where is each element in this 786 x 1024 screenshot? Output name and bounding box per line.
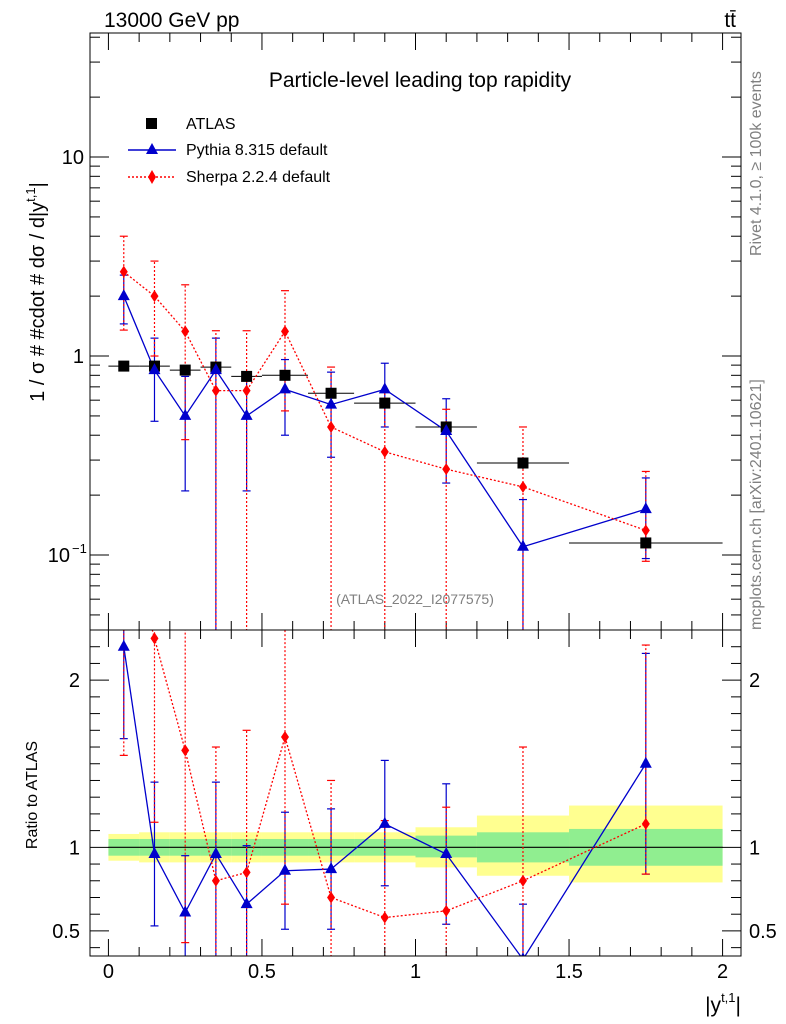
pythia-ratio-point [520, 952, 525, 956]
atlas-point [118, 360, 130, 372]
rivet-version-text: Rivet 4.1.0, ≥ 100k events [748, 71, 765, 256]
pythia-point [516, 539, 529, 551]
pythia-ratio-point [325, 862, 338, 874]
y-label-superscript: t,1 [23, 187, 38, 201]
main-series-layer [108, 235, 723, 630]
analysis-watermark: (ATLAS_2022_I2077575) [336, 591, 494, 607]
y-tick-label-ratio: 0.5 [52, 921, 80, 943]
ratio-plot-panel: 0.5 0.5 1 1 2 2 0 0.5 1 1.5 2 Ratio to ATLAS [24, 515, 777, 983]
x-tick-label: 0 [103, 961, 114, 983]
sherpa-point [327, 420, 336, 433]
sherpa-ratio-point [518, 874, 527, 887]
sherpa-ratio-point [380, 911, 389, 924]
y-tick-label-main: 1 [73, 346, 84, 368]
ratio-plot-frame [89, 629, 742, 957]
y-tick-label-ratio-right: 2 [749, 670, 760, 692]
pythia-point [179, 408, 192, 420]
pythia-point [325, 397, 338, 409]
legend: ATLAS Pythia 8.315 default Sherpa 2.2.4 … [128, 116, 331, 186]
y-tick-label-exponent: −1 [72, 541, 87, 556]
sherpa-point [119, 265, 128, 278]
x-tick-label: 1 [410, 961, 421, 983]
sherpa-ratio-point [242, 866, 251, 879]
process-label: tt̄ [724, 9, 736, 32]
atlas-point [241, 370, 253, 382]
sherpa-ratio-point [150, 632, 159, 645]
sherpa-ratio-point [120, 515, 128, 527]
sherpa-ratio-point [641, 817, 650, 830]
atlas-point [179, 364, 191, 376]
energy-label: 13000 GeV pp [104, 9, 239, 32]
x-label-superscript: t,1 [721, 990, 735, 1005]
x-tick-label: 1.5 [555, 961, 583, 983]
main-plot-title: Particle-level leading top rapidity [269, 69, 572, 92]
sherpa-ratio-point [327, 891, 336, 904]
pythia-point [278, 382, 291, 394]
pythia-ratio-point [117, 639, 130, 651]
sherpa-point [641, 524, 650, 537]
y-label-bar: | [27, 182, 49, 187]
pythia-ratio-point [148, 847, 161, 859]
sherpa-ratio-point [211, 874, 220, 887]
atlas-point [640, 537, 652, 549]
pythia-point [378, 382, 391, 394]
legend-atlas-marker [146, 118, 157, 129]
sherpa-point [242, 384, 251, 397]
x-tick-label: 0.5 [248, 961, 276, 983]
ratio-y-axis-label: Ratio to ATLAS [24, 741, 41, 849]
sherpa-point [518, 480, 527, 493]
y-tick-label-ratio: 2 [69, 670, 80, 692]
x-label-bar: | [736, 994, 741, 1017]
main-y-axis-label: 1 / σ # #cdot # dσ / d|yt,1| [23, 182, 49, 402]
atlas-point [379, 397, 391, 409]
sherpa-point [442, 463, 451, 476]
pythia-ratio-point [378, 816, 391, 828]
ratio-axes: 0.5 0.5 1 1 2 2 0 0.5 1 1.5 2 [52, 630, 777, 983]
atlas-point [517, 457, 529, 469]
sherpa-ratio-line [151, 630, 647, 919]
legend-atlas-label: ATLAS [186, 116, 236, 133]
legend-sherpa-label: Sherpa 2.2.4 default [186, 169, 331, 186]
y-tick-label-ratio: 1 [69, 837, 80, 859]
y-tick-label-main: 10 [62, 147, 84, 169]
y-label-main: 1 / σ # #cdot # dσ / d|y [27, 202, 49, 402]
sherpa-point [280, 325, 289, 338]
pythia-point [240, 408, 253, 420]
sherpa-point [181, 325, 190, 338]
x-axis-label: |yt,1| [705, 990, 741, 1017]
pythia-ratio-point [639, 756, 652, 768]
pythia-ratio-point [209, 847, 222, 859]
main-plot-panel: Particle-level leading top rapidity (ATL… [23, 33, 741, 630]
legend-pythia-label: Pythia 8.315 default [186, 142, 328, 159]
sherpa-ratio-point [280, 730, 289, 743]
x-tick-label: 2 [717, 961, 728, 983]
legend-pythia-marker [146, 143, 158, 154]
pythia-ratio-point [440, 847, 453, 859]
x-label-main: |y [705, 994, 721, 1017]
pythia-point [117, 289, 130, 301]
pythia-ratio-point [179, 905, 192, 917]
y-tick-label-ratio-right: 1 [749, 837, 760, 859]
legend-sherpa-marker [148, 170, 156, 184]
y-tick-label-ratio-right: 0.5 [749, 921, 777, 943]
sherpa-point [380, 445, 389, 458]
sherpa-point [211, 384, 220, 397]
atlas-point [325, 387, 337, 399]
sherpa-point [150, 290, 159, 303]
pythia-point [639, 502, 652, 514]
y-tick-label-main: 10 [48, 545, 70, 567]
pythia-point [440, 424, 453, 435]
pythia-point [209, 363, 222, 375]
mcplots-source-text: mcplots.cern.ch [arXiv:2401.10621] [748, 379, 765, 630]
sherpa-ratio-point [181, 744, 190, 757]
ratio-series-layer [117, 515, 652, 956]
sherpa-ratio-point [442, 904, 451, 917]
pythia-ratio-point [278, 863, 291, 875]
atlas-point [279, 369, 291, 381]
pythia-point [148, 363, 161, 375]
pythia-ratio-point [240, 897, 253, 909]
